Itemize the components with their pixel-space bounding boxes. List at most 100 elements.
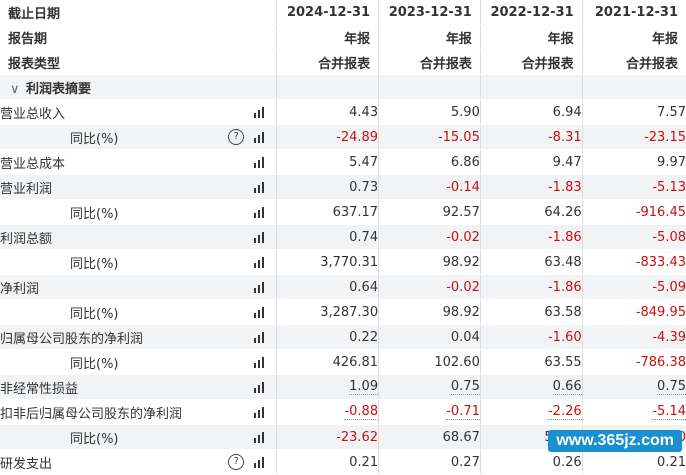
bar-chart-icon[interactable] — [254, 281, 268, 293]
table-row[interactable]: 同比(%) 426.81 102.60 63.55 -786.38 — [0, 350, 686, 375]
value-cell: 0.21 — [277, 450, 379, 475]
bar-chart-icon[interactable] — [254, 156, 268, 168]
header-date[interactable]: 2023-12-31 — [379, 0, 481, 25]
value-cell: 0.64 — [277, 275, 379, 300]
header-date[interactable]: 2022-12-31 — [480, 0, 582, 25]
watermark-logo: www.365jz.com — [548, 430, 682, 452]
header-date[interactable]: 2021-12-31 — [582, 0, 686, 25]
value[interactable]: 1.09 — [349, 379, 378, 395]
row-label: 归属母公司股东的净利润 — [0, 332, 143, 347]
value: 92.57 — [443, 205, 480, 220]
value: 9.97 — [657, 155, 686, 170]
value-cell: 1.09 — [277, 375, 379, 400]
value: -23.15 — [644, 130, 686, 145]
table-row[interactable]: 净利润 0.64 -0.02 -1.86 -5.09 — [0, 275, 686, 300]
value-cell: 63.58 — [480, 300, 582, 325]
bar-chart-icon[interactable] — [254, 331, 268, 343]
table-row[interactable]: 营业总收入 4.43 5.90 6.94 7.57 — [0, 100, 686, 125]
section-row[interactable]: ∨ 利润表摘要 — [0, 75, 686, 100]
bar-chart-icon[interactable] — [254, 181, 268, 193]
value-cell: -0.02 — [379, 225, 481, 250]
table-row[interactable]: 营业利润 0.73 -0.14 -1.83 -5.13 — [0, 175, 686, 200]
bar-chart-icon[interactable] — [254, 306, 268, 318]
value-cell: 426.81 — [277, 350, 379, 375]
header-label-type: 报表类型 — [0, 50, 277, 75]
value-cell: -5.08 — [582, 225, 686, 250]
value: 5.90 — [451, 105, 480, 120]
value: -1.83 — [548, 180, 582, 195]
value[interactable]: -5.14 — [652, 404, 686, 420]
row-label: 同比(%) — [70, 132, 119, 147]
bar-chart-icon[interactable] — [254, 256, 268, 268]
value: 6.86 — [451, 155, 480, 170]
header-type: 合并报表 — [480, 50, 582, 75]
bar-chart-icon[interactable] — [254, 106, 268, 118]
table-row[interactable]: 归属母公司股东的净利润 0.22 0.04 -1.60 -4.39 — [0, 325, 686, 350]
value: -24.89 — [336, 130, 378, 145]
table-row[interactable]: 非经常性损益 1.09 0.75 0.66 0.75 — [0, 375, 686, 400]
value-cell: 92.57 — [379, 200, 481, 225]
value-cell: -8.31 — [480, 125, 582, 150]
bar-chart-icon[interactable] — [254, 431, 268, 443]
value[interactable]: -0.88 — [344, 404, 378, 420]
row-label-cell: 营业利润 — [0, 175, 277, 200]
value-cell: -0.88 — [277, 400, 379, 425]
table-row[interactable]: 研发支出? 0.21 0.27 0.26 0.21 — [0, 450, 686, 475]
value[interactable]: 0.75 — [451, 379, 480, 395]
value: 63.58 — [544, 305, 581, 320]
row-label: 扣非后归属母公司股东的净利润 — [0, 407, 182, 422]
bar-chart-icon[interactable] — [254, 206, 268, 218]
table-row[interactable]: 同比(%) 637.17 92.57 64.26 -916.45 — [0, 200, 686, 225]
value-cell: 98.92 — [379, 300, 481, 325]
bar-chart-icon[interactable] — [254, 231, 268, 243]
bar-chart-icon[interactable] — [254, 406, 268, 418]
value: 0.26 — [553, 455, 582, 470]
row-label-cell: 营业总成本 — [0, 150, 277, 175]
help-icon[interactable]: ? — [228, 454, 244, 470]
row-label: 非经常性损益 — [0, 382, 78, 397]
help-icon[interactable]: ? — [228, 129, 244, 145]
bar-chart-icon[interactable] — [254, 456, 268, 468]
section-header[interactable]: ∨ 利润表摘要 — [0, 75, 277, 100]
value[interactable]: -2.26 — [548, 404, 582, 420]
value: -1.86 — [548, 230, 582, 245]
bar-chart-icon[interactable] — [254, 381, 268, 393]
value: 426.81 — [333, 355, 379, 370]
value-cell: 64.26 — [480, 200, 582, 225]
chevron-down-icon[interactable]: ∨ — [10, 82, 20, 97]
value: -833.43 — [636, 255, 686, 270]
table-row[interactable]: 同比(%)? -24.89 -15.05 -8.31 -23.15 — [0, 125, 686, 150]
value-cell: 0.22 — [277, 325, 379, 350]
header-label-period: 报告期 — [0, 25, 277, 50]
value: -23.62 — [336, 430, 378, 445]
header-period: 年报 — [379, 25, 481, 50]
value-cell: -833.43 — [582, 250, 686, 275]
table-row[interactable]: 同比(%) 3,287.30 98.92 63.58 -849.95 — [0, 300, 686, 325]
table-row[interactable]: 利润总额 0.74 -0.02 -1.86 -5.08 — [0, 225, 686, 250]
value[interactable]: 0.75 — [657, 379, 686, 395]
value-cell: 98.92 — [379, 250, 481, 275]
header-date[interactable]: 2024-12-31 — [277, 0, 379, 25]
value[interactable]: 0.66 — [553, 379, 582, 395]
value: 0.73 — [349, 180, 378, 195]
value-cell: 63.55 — [480, 350, 582, 375]
section-title: 利润表摘要 — [26, 82, 91, 97]
row-label: 利润总额 — [0, 232, 52, 247]
value-cell: 6.94 — [480, 100, 582, 125]
row-label-cell: 营业总收入 — [0, 100, 277, 125]
row-label-cell: 归属母公司股东的净利润 — [0, 325, 277, 350]
bar-chart-icon[interactable] — [254, 131, 268, 143]
value: 7.57 — [657, 105, 686, 120]
value[interactable]: -0.71 — [446, 404, 480, 420]
row-label-cell: 扣非后归属母公司股东的净利润 — [0, 400, 277, 425]
value: -1.86 — [548, 280, 582, 295]
value: 0.27 — [451, 455, 480, 470]
table-row[interactable]: 同比(%) 3,770.31 98.92 63.48 -833.43 — [0, 250, 686, 275]
value: 0.74 — [349, 230, 378, 245]
table-row[interactable]: 营业总成本 5.47 6.86 9.47 9.97 — [0, 150, 686, 175]
value-cell: 5.90 — [379, 100, 481, 125]
table-row[interactable]: 扣非后归属母公司股东的净利润 -0.88 -0.71 -2.26 -5.14 — [0, 400, 686, 425]
bar-chart-icon[interactable] — [254, 356, 268, 368]
value-cell: -23.15 — [582, 125, 686, 150]
value-cell: -5.13 — [582, 175, 686, 200]
